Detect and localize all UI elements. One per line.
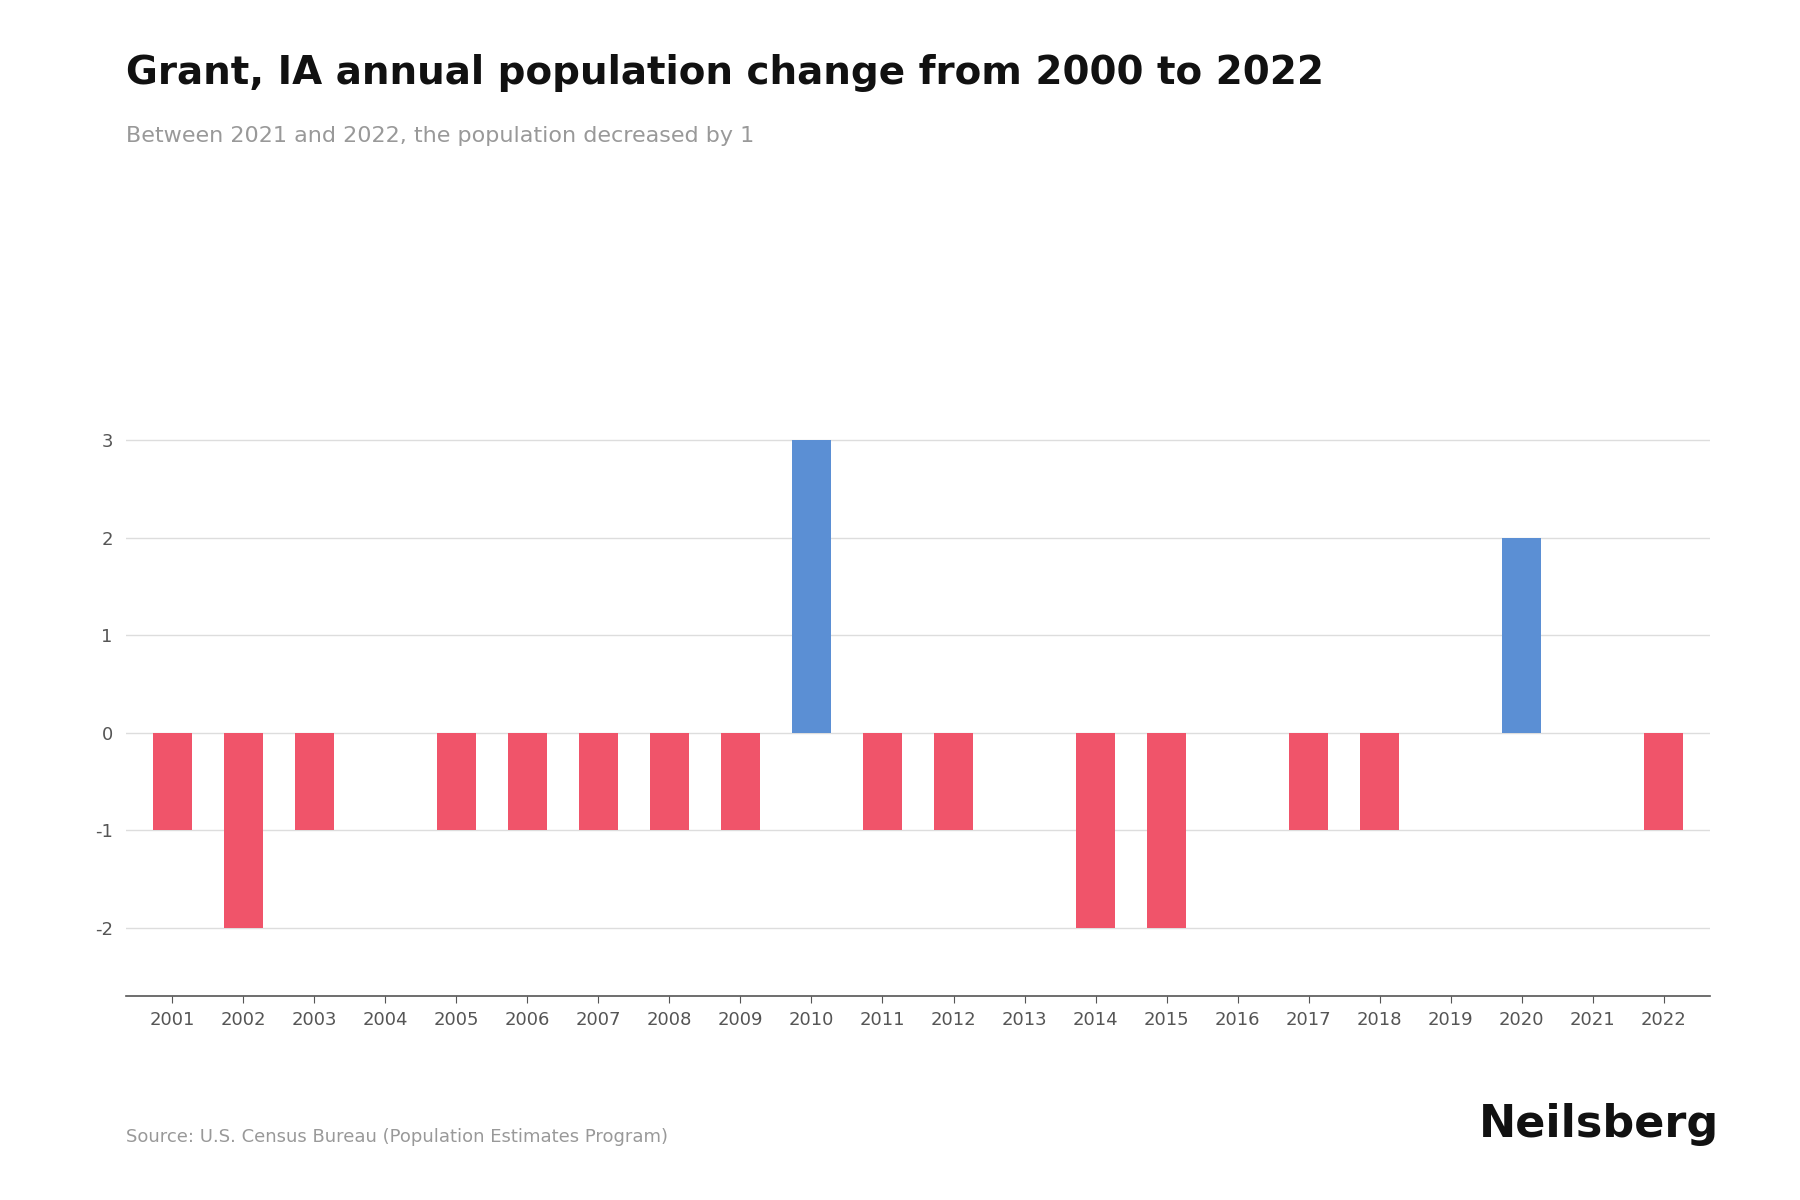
Bar	[223, 733, 263, 928]
Bar	[437, 733, 475, 830]
Bar	[1503, 538, 1541, 733]
Bar	[580, 733, 617, 830]
Bar	[153, 733, 193, 830]
Text: Grant, IA annual population change from 2000 to 2022: Grant, IA annual population change from …	[126, 54, 1325, 92]
Bar	[720, 733, 760, 830]
Bar	[1147, 733, 1186, 928]
Bar	[1643, 733, 1683, 830]
Text: Between 2021 and 2022, the population decreased by 1: Between 2021 and 2022, the population de…	[126, 126, 754, 146]
Bar	[862, 733, 902, 830]
Bar	[295, 733, 333, 830]
Bar	[1076, 733, 1116, 928]
Text: Source: U.S. Census Bureau (Population Estimates Program): Source: U.S. Census Bureau (Population E…	[126, 1128, 668, 1146]
Text: Neilsberg: Neilsberg	[1480, 1103, 1719, 1146]
Bar	[508, 733, 547, 830]
Bar	[1289, 733, 1328, 830]
Bar	[934, 733, 974, 830]
Bar	[650, 733, 689, 830]
Bar	[792, 440, 832, 733]
Bar	[1361, 733, 1399, 830]
